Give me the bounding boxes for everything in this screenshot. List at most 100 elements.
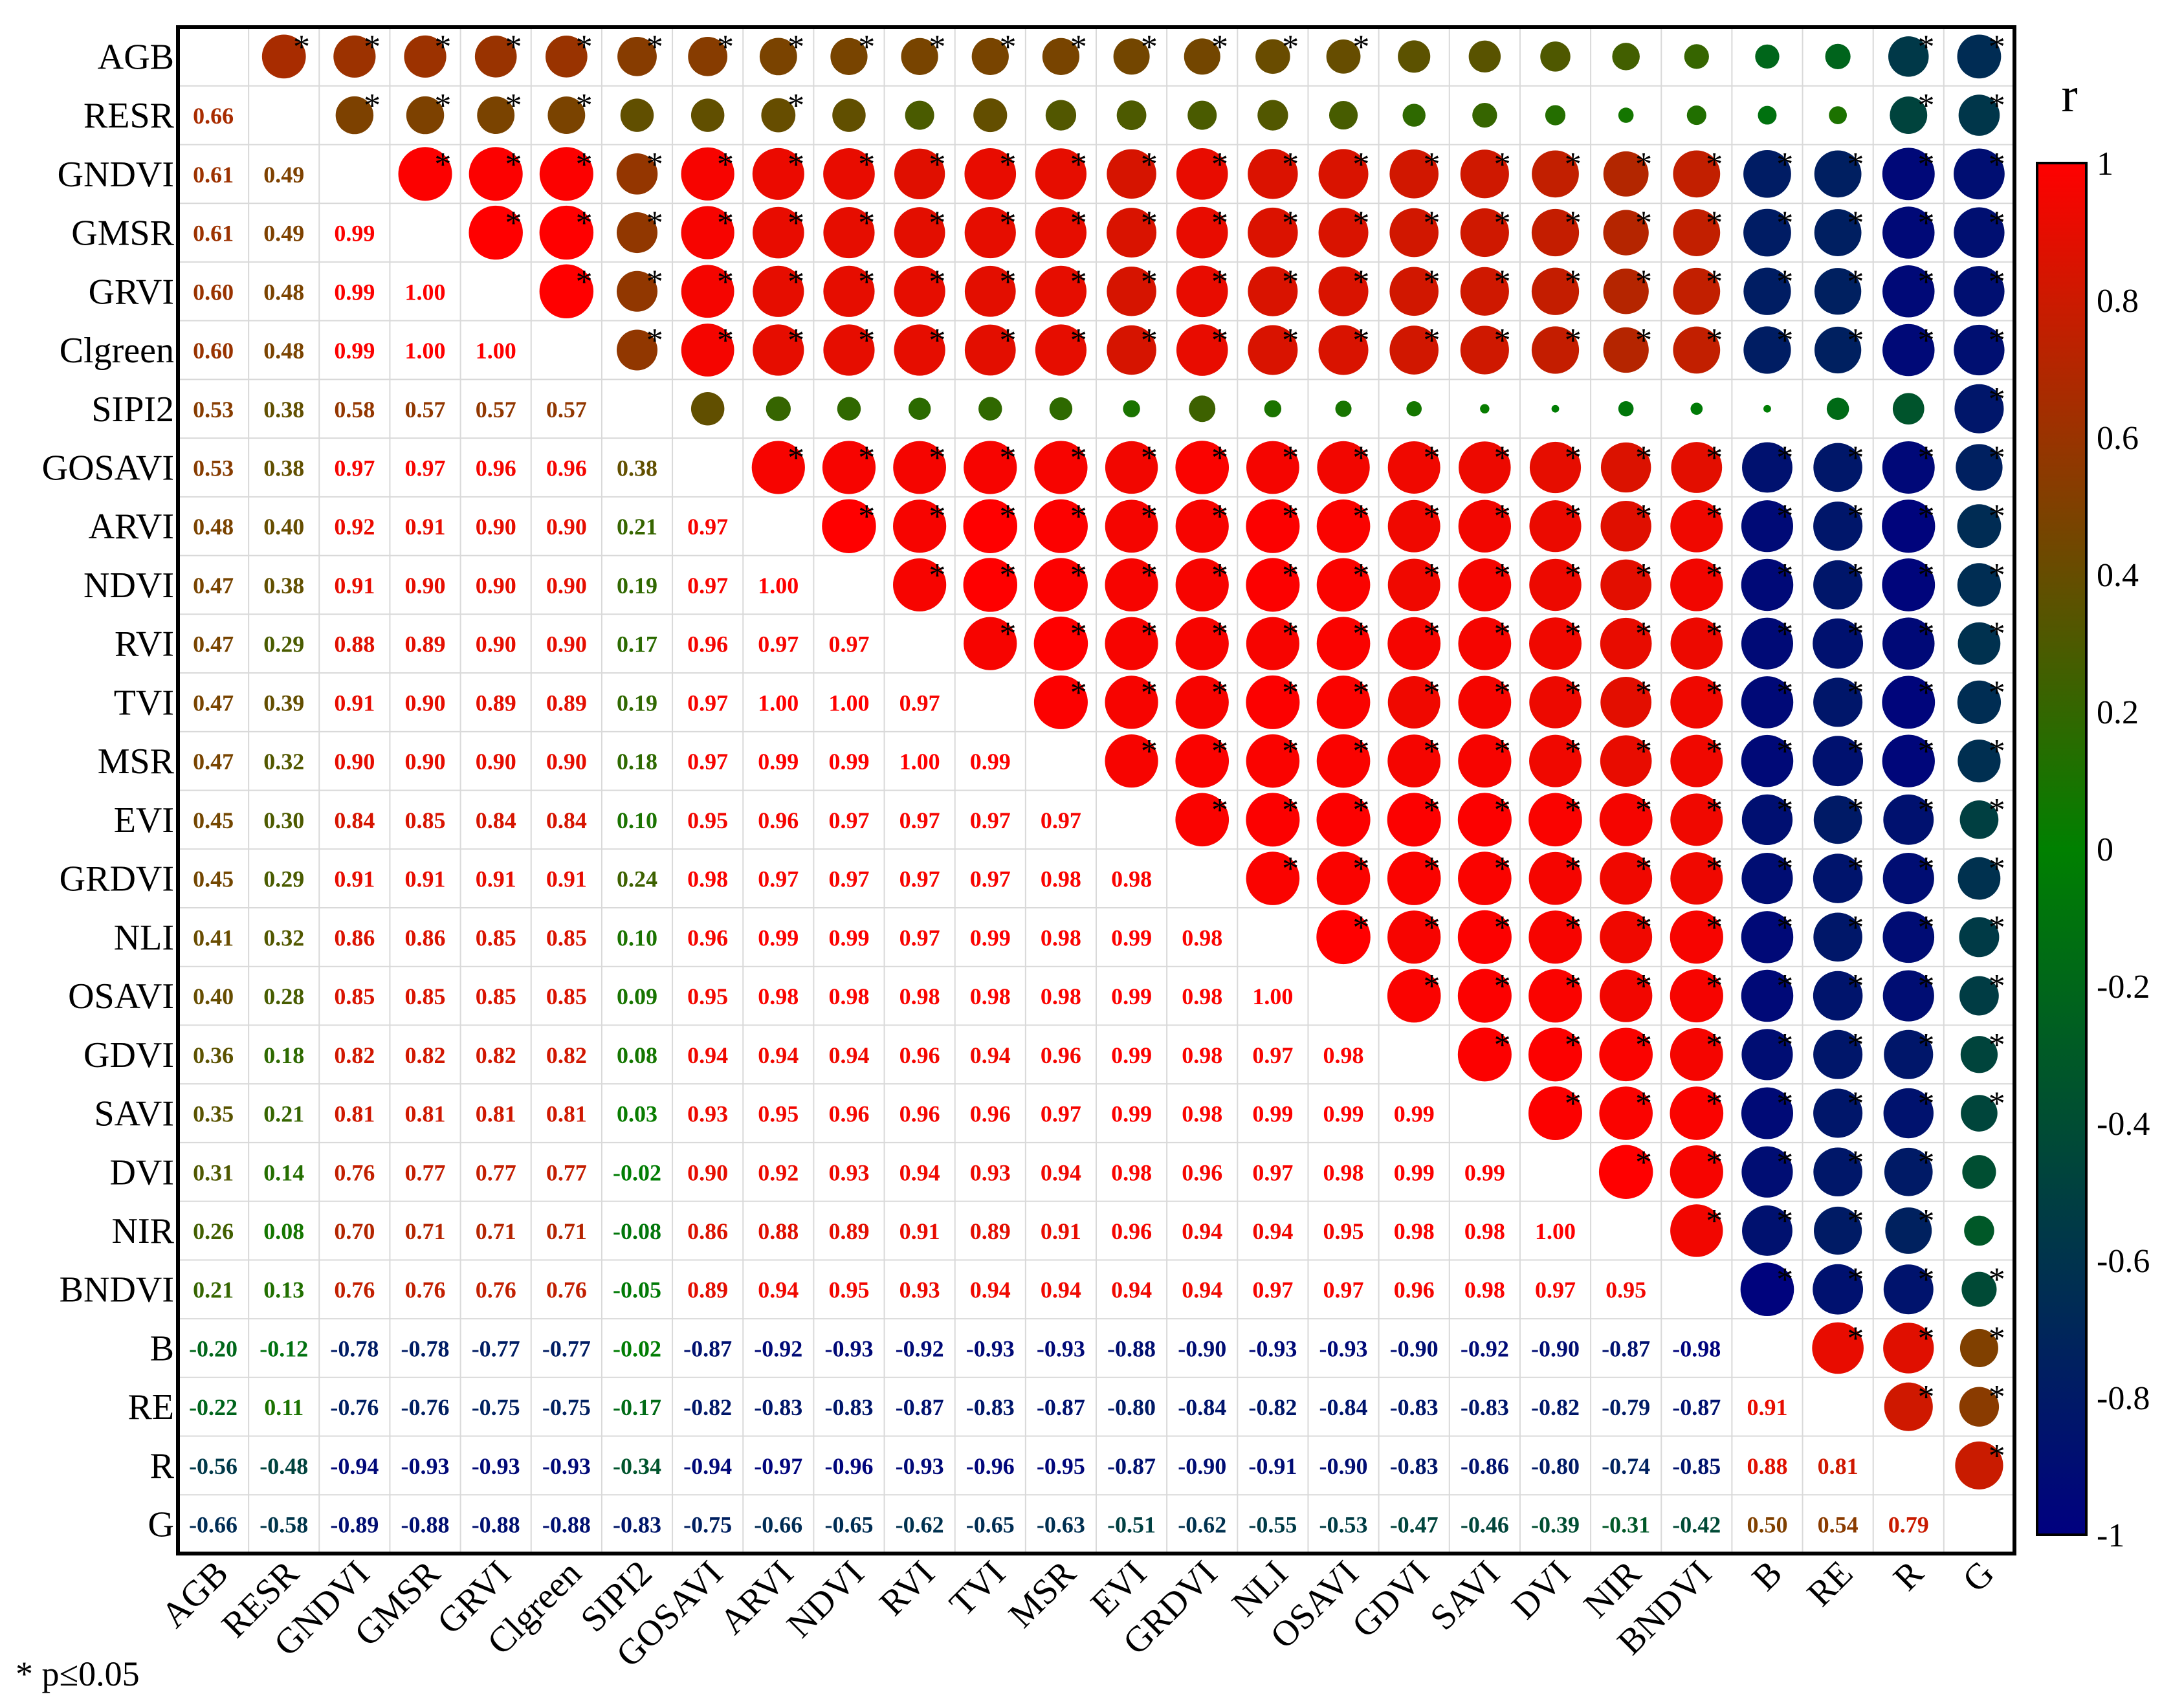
correlation-value: 0.91 (405, 866, 446, 892)
correlation-circle (1959, 1328, 1998, 1367)
significance-star: * (1211, 674, 1228, 711)
correlation-value: 0.71 (405, 1218, 446, 1244)
correlation-value: 0.40 (263, 514, 304, 540)
correlation-circle (1034, 441, 1088, 494)
correlation-value: 0.97 (687, 690, 728, 716)
significance-star: * (1211, 557, 1228, 594)
matrix-grid (178, 27, 2014, 1554)
correlation-value: 0.76 (334, 1159, 375, 1185)
column-label: TVI (942, 1553, 1013, 1624)
significance-star: * (1565, 439, 1582, 476)
correlation-value: 0.70 (334, 1218, 375, 1244)
significance-star: * (1000, 263, 1017, 300)
correlation-value: 0.76 (546, 1277, 587, 1303)
correlation-value: 0.94 (970, 1042, 1011, 1068)
significance-star: * (1565, 674, 1582, 711)
row-label: G (148, 1505, 174, 1545)
correlation-circle (1246, 558, 1300, 612)
correlation-circle (823, 265, 875, 317)
correlation-circle (1175, 441, 1230, 494)
correlation-value: 0.97 (1252, 1042, 1293, 1068)
significance-star: * (788, 439, 804, 476)
correlation-value: 0.32 (263, 749, 304, 775)
correlation-circle (1387, 558, 1440, 611)
correlation-circle (1954, 324, 2005, 376)
correlation-value: 0.96 (546, 455, 587, 481)
correlation-value: -0.83 (1390, 1394, 1439, 1420)
significance-star: * (1494, 733, 1511, 770)
significance-star: * (717, 146, 734, 183)
correlation-circle (1814, 1206, 1862, 1255)
significance-star: * (1282, 674, 1299, 711)
correlation-circle (1670, 1027, 1723, 1081)
significance-star: * (1070, 205, 1087, 242)
significance-star: * (1706, 733, 1723, 770)
correlation-circle (1458, 617, 1512, 670)
correlation-value: 0.97 (1041, 1101, 1081, 1127)
correlation-value: 0.99 (1464, 1159, 1505, 1185)
correlation-circle (1458, 558, 1512, 611)
significance-star: * (1918, 87, 1935, 124)
significance-star: * (858, 263, 875, 300)
significance-star: * (1070, 263, 1087, 300)
correlation-circle (1957, 504, 2002, 549)
correlation-value: 0.08 (263, 1218, 304, 1244)
significance-star: * (1635, 146, 1652, 183)
correlation-value: 0.99 (334, 221, 375, 247)
significance-star: * (1776, 1144, 1793, 1181)
correlation-value: 0.99 (1323, 1101, 1364, 1127)
correlation-value: -0.93 (1248, 1335, 1297, 1361)
correlation-circle (1957, 563, 2002, 607)
correlation-value: 0.98 (899, 983, 940, 1009)
significance-star: * (1423, 439, 1440, 476)
correlation-circle (1529, 617, 1582, 670)
correlation-value: -0.97 (754, 1453, 802, 1479)
correlation-value: -0.80 (1107, 1394, 1156, 1420)
significance-star: * (1989, 851, 2005, 888)
correlation-value: 0.97 (828, 808, 869, 833)
significance-star: * (1282, 733, 1299, 770)
correlation-circle (404, 35, 447, 78)
correlation-circle (1389, 208, 1439, 258)
correlation-value: 1.00 (1252, 983, 1293, 1009)
correlation-circle (1105, 734, 1158, 788)
correlation-value: -0.88 (401, 1512, 450, 1538)
correlation-value: 0.97 (899, 690, 940, 716)
correlation-value: 0.96 (476, 455, 516, 481)
colorbar-tick-label: -1 (2097, 1517, 2124, 1554)
correlation-value: 0.90 (476, 749, 516, 775)
correlation-circle (547, 96, 586, 135)
correlation-value: 0.99 (1111, 925, 1152, 950)
significance-star: * (1141, 557, 1158, 594)
correlation-circle (1813, 560, 1863, 610)
correlation-circle (1814, 326, 1862, 374)
significance-star: * (1635, 205, 1652, 242)
correlation-circle (1742, 1205, 1792, 1256)
correlation-value: 0.99 (1111, 1101, 1152, 1127)
correlation-circle (1246, 499, 1300, 553)
row-labels: AGBRESRGNDVIGMSRGRVIClgreenSIPI2GOSAVIAR… (42, 37, 175, 1544)
correlation-value: 0.89 (405, 632, 446, 657)
significance-star: * (1352, 792, 1369, 829)
correlation-value: 0.79 (1888, 1512, 1929, 1538)
row-label: OSAVI (68, 976, 174, 1016)
correlation-circle (1743, 149, 1791, 198)
correlation-circle (1472, 102, 1497, 128)
correlation-circle (1958, 622, 2001, 665)
row-label: ARVI (89, 507, 174, 547)
correlation-circle (1042, 38, 1080, 75)
correlation-value: -0.02 (613, 1335, 661, 1361)
correlation-circle (1035, 324, 1087, 376)
correlation-value: -0.82 (1248, 1394, 1297, 1420)
colorbar-tick-label: 0.2 (2097, 694, 2139, 731)
significance-star: * (1918, 205, 1935, 242)
significance-star: * (1070, 322, 1087, 359)
correlation-value: 0.81 (405, 1101, 446, 1127)
correlation-circle (1883, 1264, 1934, 1315)
correlation-value: 0.21 (193, 1277, 234, 1303)
significance-star: * (1635, 1086, 1652, 1123)
significance-star: * (1352, 851, 1369, 888)
significance-star: * (1847, 1144, 1864, 1181)
significance-star: * (1494, 263, 1511, 300)
significance-star: * (1706, 1144, 1723, 1181)
